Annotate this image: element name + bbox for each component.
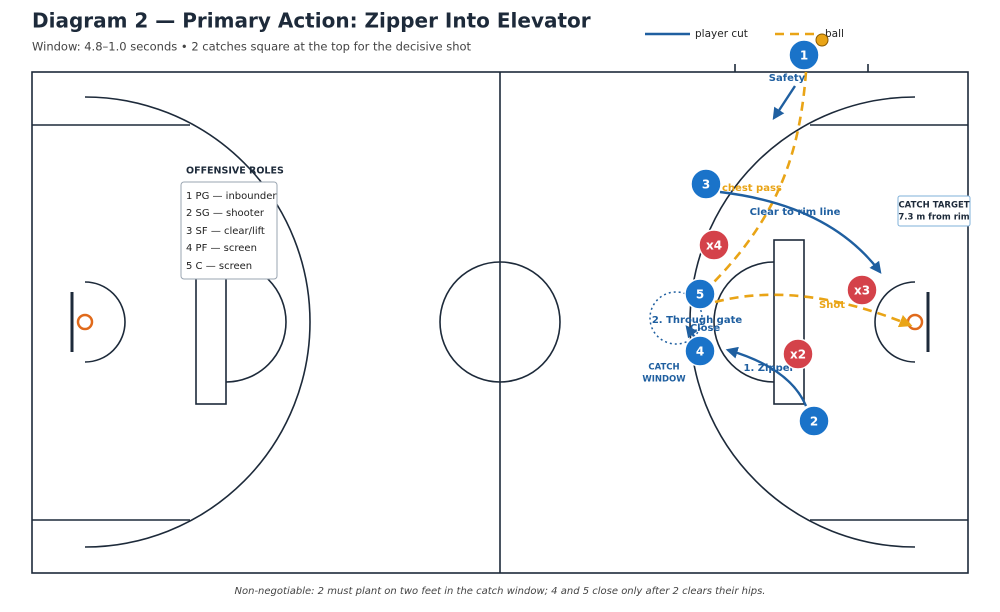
cut-path xyxy=(719,190,882,274)
players: 1 3 5 4 2 x4 x3 x2 xyxy=(684,39,878,437)
role: 5 C — screen xyxy=(186,261,252,272)
roles-box xyxy=(180,181,278,280)
roles-heading: OFFENSIVE ROLES xyxy=(186,166,284,177)
annotation: CATCH TARGET xyxy=(898,201,969,211)
annotation: WINDOW xyxy=(642,375,686,385)
annotation: Shot xyxy=(819,300,845,311)
title: Diagram 2 — Primary Action: Zipper Into … xyxy=(32,9,591,33)
footer: Non-negotiable: 2 must plant on two feet… xyxy=(235,586,766,597)
annotation: 1. Zipper xyxy=(744,363,795,374)
annotation: Close xyxy=(690,323,721,334)
role: 1 PG — inbounder xyxy=(186,191,277,202)
shot-path xyxy=(714,293,913,328)
player-label: 3 xyxy=(702,178,710,192)
court xyxy=(31,64,969,574)
pass-path xyxy=(711,71,808,285)
annotation: chest pass xyxy=(722,183,782,194)
defender-label: x3 xyxy=(854,284,870,298)
role: 4 PF — screen xyxy=(186,243,257,254)
annotation: CATCH xyxy=(648,363,679,373)
legend-label: ball xyxy=(825,28,844,40)
player-label: 5 xyxy=(696,288,704,302)
player-label: 1 xyxy=(800,49,808,63)
role: 2 SG — shooter xyxy=(186,208,265,219)
cut-path xyxy=(772,85,797,121)
annotation: Safety xyxy=(769,73,806,84)
annotation: Clear to rim line xyxy=(750,207,841,218)
player-label: 2 xyxy=(810,415,818,429)
legend-label: player cut xyxy=(695,28,748,40)
catch-target-box xyxy=(897,195,971,227)
player-label: 4 xyxy=(696,345,704,359)
subtitle: Window: 4.8–1.0 seconds • 2 catches squa… xyxy=(32,40,472,54)
annotation: 2. Through gate xyxy=(652,315,743,326)
ball xyxy=(815,33,829,47)
catch-window xyxy=(649,291,703,345)
cut-path xyxy=(725,346,808,407)
role: 3 SF — clear/lift xyxy=(186,226,265,237)
defender-label: x2 xyxy=(790,348,806,362)
defender-label: x4 xyxy=(706,239,722,253)
annotation: 7.3 m from rim xyxy=(898,213,969,223)
